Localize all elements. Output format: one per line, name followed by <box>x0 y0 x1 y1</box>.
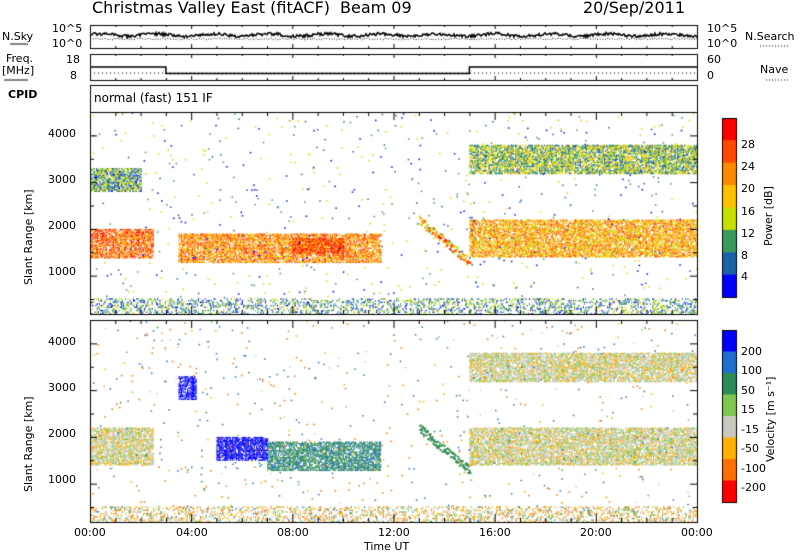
power-cbar-tick-24: 24 <box>741 160 755 173</box>
power-cbar-tick-20: 20 <box>741 182 755 195</box>
velocity-cbar-tick-m200: -200 <box>741 481 766 494</box>
power-cbar-tick-4: 4 <box>741 270 748 283</box>
nsearch-tick-top: 10^5 <box>707 22 738 35</box>
power-ylabel: Slant Range [km] <box>22 189 35 285</box>
power-ytick-3000: 3000 <box>48 173 76 186</box>
power-ytick-2000: 2000 <box>48 219 76 232</box>
cpid-value: normal (fast) 151 IF <box>94 91 213 105</box>
freq-tick-top: 18 <box>66 53 80 66</box>
cpid-label: CPID <box>8 88 38 101</box>
xtick-0000: 00:00 <box>74 526 106 539</box>
nsky-tick-bottom: 10^0 <box>52 37 83 50</box>
freq-unit-label: [MHz] <box>2 64 35 77</box>
power-ytick-4000: 4000 <box>48 127 76 140</box>
nsky-tick-top: 10^5 <box>52 22 83 35</box>
freq-tick-bottom: 8 <box>70 69 77 82</box>
freq-label: Freq. <box>6 52 34 65</box>
power-cbar-tick-28: 28 <box>741 138 755 151</box>
velocity-ytick-3000: 3000 <box>48 381 76 394</box>
date-label: 20/Sep/2011 <box>583 0 686 17</box>
velocity-cbar-tick-100: 100 <box>741 364 762 377</box>
nsearch-tick-bottom: 10^0 <box>707 37 738 50</box>
xtick-2400: 00:00 <box>681 526 713 539</box>
xtick-0800: 08:00 <box>277 526 309 539</box>
nsearch-label: N.Search <box>745 30 795 43</box>
velocity-cbar-tick-m100: -100 <box>741 462 766 475</box>
xtick-2000: 20:00 <box>580 526 612 539</box>
nave-label: Nave <box>760 63 789 76</box>
power-cbar-tick-8: 8 <box>741 249 748 262</box>
velocity-cbar-tick-50: 50 <box>741 384 755 397</box>
nave-tick-top: 60 <box>707 53 721 66</box>
power-cbar-tick-12: 12 <box>741 227 755 240</box>
xaxis-label: Time UT <box>364 540 410 553</box>
velocity-cbar-tick-m15: -15 <box>741 423 759 436</box>
beam-label: Beam 09 <box>340 0 412 17</box>
power-ytick-1000: 1000 <box>48 265 76 278</box>
nave-tick-bottom: 0 <box>707 69 714 82</box>
xtick-0400: 04:00 <box>176 526 208 539</box>
velocity-cbar-tick-200: 200 <box>741 345 762 358</box>
velocity-ytick-1000: 1000 <box>48 473 76 486</box>
velocity-cbar-label: Velocity [m s⁻¹] <box>764 376 777 462</box>
velocity-cbar-tick-m50: -50 <box>741 442 759 455</box>
power-cbar-tick-16: 16 <box>741 205 755 218</box>
xtick-1200: 12:00 <box>378 526 410 539</box>
velocity-ylabel: Slant Range [km] <box>22 396 35 492</box>
velocity-cbar-tick-15: 15 <box>741 403 755 416</box>
nsky-label: N.Sky <box>2 30 34 43</box>
velocity-ytick-4000: 4000 <box>48 335 76 348</box>
station-title: Christmas Valley East (fitACF) <box>92 0 331 17</box>
velocity-ytick-2000: 2000 <box>48 427 76 440</box>
xtick-1600: 16:00 <box>479 526 511 539</box>
power-cbar-label: Power [dB] <box>762 186 775 246</box>
